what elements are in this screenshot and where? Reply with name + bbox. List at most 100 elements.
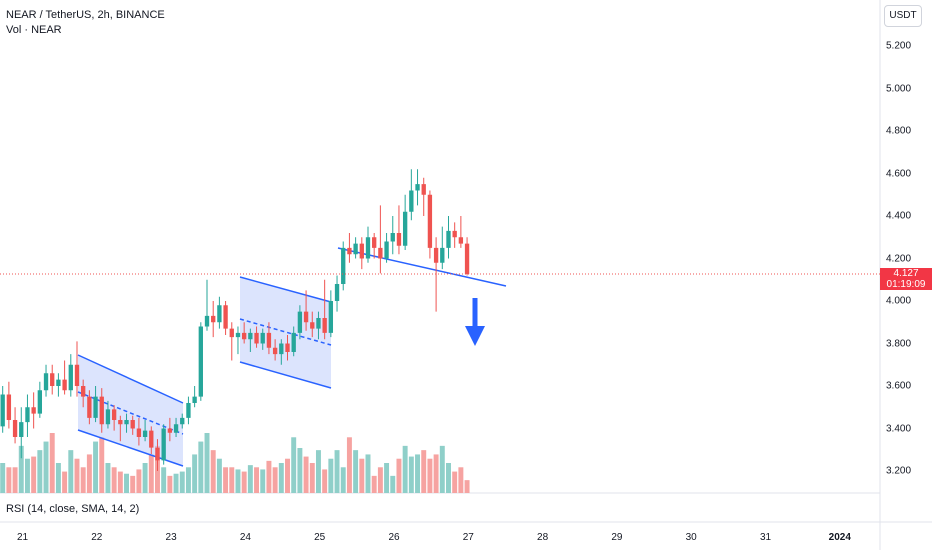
channel-mid-line [77, 391, 184, 435]
candle-body [124, 420, 129, 425]
volume-bar [74, 458, 80, 493]
volume-bar [161, 467, 167, 493]
price-tick-label: 4.800 [886, 125, 912, 137]
rsi-indicator-label: RSI (14, close, SMA, 14, 2) [6, 503, 140, 515]
volume-bar [439, 445, 445, 493]
candle-body [421, 184, 426, 195]
candle-body [452, 230, 457, 238]
candle-body [81, 386, 86, 397]
candle-body [415, 184, 420, 191]
volume-bar [297, 448, 303, 493]
time-tick-label: 25 [314, 532, 326, 543]
volume-bar [396, 458, 402, 493]
candle-body [149, 430, 154, 448]
time-tick-label: 28 [537, 532, 549, 543]
volume-bar [390, 475, 396, 493]
price-tick-label: 4.600 [886, 168, 912, 179]
volume-bar [346, 437, 352, 493]
candle-body [118, 420, 123, 425]
candle-body [155, 447, 160, 461]
time-tick-label: 24 [239, 532, 251, 543]
candle-body [341, 247, 346, 284]
candle-body [0, 394, 5, 427]
time-tick-label: 29 [611, 532, 623, 543]
volume-bar [446, 463, 451, 493]
volume-bar [464, 480, 470, 493]
volume-bar [111, 467, 117, 493]
candle-body [25, 407, 30, 423]
candle-body [328, 301, 334, 333]
volume-bar [43, 441, 49, 493]
volume-bar [80, 467, 86, 493]
price-tick-label: 3.600 [886, 380, 912, 392]
candle-body [359, 243, 364, 259]
candle-body [161, 428, 166, 461]
time-tick-label: 2024 [828, 532, 851, 543]
volume-bar [452, 471, 458, 493]
volume-bar [458, 467, 464, 493]
volume-bar [415, 454, 421, 493]
candle-body [347, 247, 352, 255]
volume-bar [18, 445, 24, 493]
volume-bar [37, 450, 43, 493]
candle-body [223, 305, 228, 329]
candle-body [87, 396, 92, 418]
price-tick-label: 3.800 [886, 338, 912, 349]
candle-body [12, 420, 18, 437]
time-tick-label: 27 [462, 532, 474, 543]
volume-bar [303, 456, 309, 493]
volume-bar [185, 467, 191, 493]
candle-body [279, 343, 284, 355]
candle-body [297, 311, 303, 333]
channel-upper-line [239, 276, 332, 303]
candle-body [316, 318, 321, 329]
candle-body [19, 422, 24, 437]
price-tick-label: 5.200 [886, 40, 912, 52]
candle-body [241, 332, 247, 340]
volume-bar [55, 463, 61, 493]
volume-bar [210, 450, 216, 493]
candle-body [136, 428, 142, 437]
price-tick-label: 4.200 [886, 253, 912, 264]
candle-body [372, 237, 377, 248]
volume-bar [254, 467, 260, 493]
volume-bar [93, 441, 99, 493]
volume-bar [291, 437, 297, 493]
candle-body [235, 332, 241, 338]
volume-bar [278, 463, 284, 493]
volume-bar [198, 441, 204, 493]
volume-bar [272, 467, 278, 493]
volume-bar [371, 475, 377, 493]
candle-body [93, 396, 98, 418]
volume-bar [377, 467, 383, 493]
price-tick-label: 3.200 [886, 465, 912, 477]
candle-body [56, 379, 61, 386]
volume-bar [167, 475, 173, 493]
volume-bar [353, 450, 359, 493]
volume-bar [402, 445, 408, 493]
bar-countdown: 01:19:09 [886, 279, 926, 290]
candle-body [204, 315, 210, 327]
candle-body [266, 332, 272, 348]
down-arrow-head [465, 326, 485, 346]
candle-body [142, 430, 148, 437]
candle-body [111, 409, 117, 420]
candle-body [322, 318, 327, 333]
volume-bar [49, 433, 55, 493]
volume-bar [216, 458, 222, 493]
channel-lower-line [239, 361, 332, 389]
volume-bar [105, 463, 111, 493]
candle-body [217, 305, 222, 323]
candle-body [6, 394, 12, 420]
volume-bar [365, 454, 371, 493]
price-tick-label: 3.400 [886, 423, 912, 434]
volume-bar [24, 458, 30, 493]
symbol-title: NEAR / TetherUS, 2h, BINANCE [6, 9, 165, 21]
candle-body [186, 403, 191, 418]
candle-body [130, 420, 135, 429]
volume-bar [142, 463, 148, 493]
candle-body [31, 407, 36, 414]
currency-unit-button[interactable]: USDT [884, 5, 922, 27]
volume-bar [130, 475, 136, 493]
